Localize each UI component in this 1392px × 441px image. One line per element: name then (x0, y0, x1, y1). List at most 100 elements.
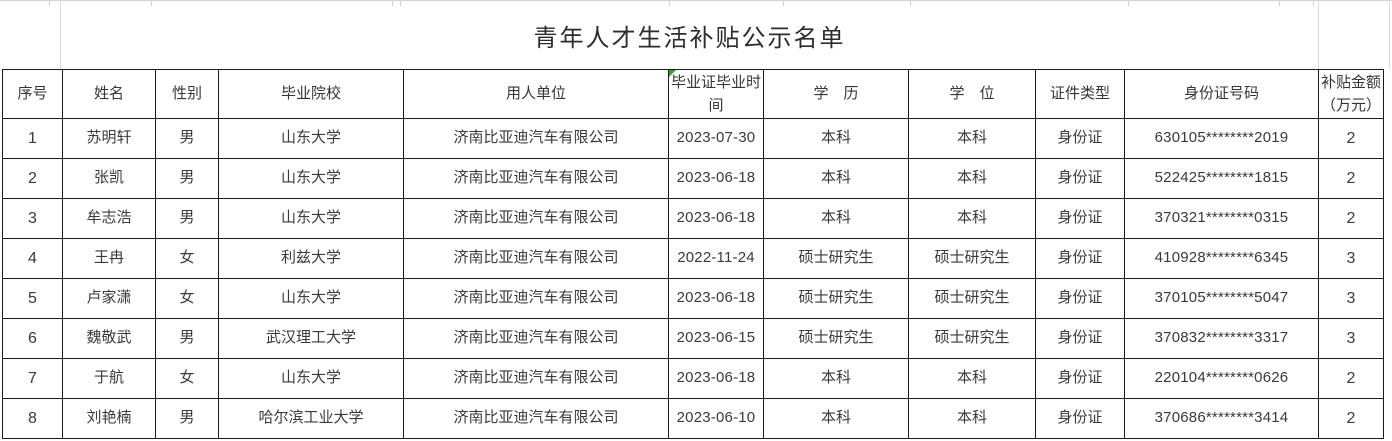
table-cell: 男 (155, 318, 219, 359)
table-cell: 济南比亚迪汽车有限公司 (403, 318, 669, 359)
table-cell: 苏明轩 (62, 118, 156, 159)
table-cell: 女 (155, 278, 219, 319)
page-title: 青年人才生活补贴公示名单 (533, 23, 846, 52)
table-cell: 牟志浩 (62, 198, 156, 239)
table-cell: 男 (155, 158, 219, 199)
table-cell: 武汉理工大学 (218, 318, 404, 359)
grid-guide-line (1389, 0, 1390, 69)
header-row: 序号 姓名 性别 毕业院校 用人单位 毕业证毕业时间学 历学 位证件类型 身份证号码 补贴金额… (2, 69, 1384, 119)
table-cell: 山东大学 (218, 278, 404, 319)
table-cell: 2 (1318, 198, 1384, 239)
table-cell: 2 (2, 158, 63, 199)
grid-tick (151, 1, 152, 6)
table-cell: 410928********6345 (1124, 238, 1319, 279)
table-cell: 2 (1318, 358, 1384, 399)
grid-tick (1313, 1, 1314, 6)
table-cell: 男 (155, 198, 219, 239)
table-cell: 济南比亚迪汽车有限公司 (403, 158, 669, 199)
table-cell: 山东大学 (218, 158, 404, 199)
table-cell: 济南比亚迪汽车有限公司 (403, 358, 669, 399)
table-row: 7 于航女山东大学 济南比亚迪汽车有限公司 2023-06-18 本科 本科 身份证 2201… (2, 358, 1384, 399)
table-cell: 3 (1318, 318, 1384, 359)
table-cell: 硕士研究生 (908, 318, 1036, 359)
table-cell: 3 (2, 198, 63, 239)
table-cell: 本科 (908, 118, 1036, 159)
table-cell: 本科 (763, 198, 909, 239)
table-cell: 7 (2, 358, 63, 399)
table-cell: 2023-06-18 (668, 278, 764, 319)
table-cell: 本科 (908, 358, 1036, 399)
subsidy-table: 序号 姓名 性别 毕业院校 用人单位 毕业证毕业时间学 历学 位证件类型 身份证号码 补贴金额… (2, 69, 1384, 439)
column-header-3: 毕业院校 (218, 69, 404, 119)
column-header-4: 用人单位 (403, 69, 669, 119)
table-cell: 2 (1318, 118, 1384, 159)
column-header-9: 身份证号码 (1124, 69, 1319, 119)
title-merged-cell: 青年人才生活补贴公示名单 (60, 1, 1319, 69)
table-cell: 3 (1318, 238, 1384, 279)
table-cell: 370832********3317 (1124, 318, 1319, 359)
table-row: 5 卢家潇女山东大学 济南比亚迪汽车有限公司 2023-06-18 硕士研究生 硕士研究生… (2, 278, 1384, 319)
table-cell: 本科 (763, 358, 909, 399)
table-cell: 女 (155, 238, 219, 279)
table-cell: 济南比亚迪汽车有限公司 (403, 398, 669, 439)
table-row: 1 苏明轩男山东大学 济南比亚迪汽车有限公司 2023-07-30 本科 本科 身份证 630… (2, 118, 1384, 159)
table-cell: 硕士研究生 (908, 238, 1036, 279)
table-cell: 4 (2, 238, 63, 279)
table-cell: 于航 (62, 358, 156, 399)
grid-tick (783, 1, 784, 6)
table-cell: 3 (1318, 278, 1384, 319)
table-cell: 身份证 (1035, 198, 1125, 239)
table-cell: 济南比亚迪汽车有限公司 (403, 278, 669, 319)
table-cell: 山东大学 (218, 198, 404, 239)
table-row: 3 牟志浩男山东大学 济南比亚迪汽车有限公司 2023-06-18 本科 本科 身份证 370… (2, 198, 1384, 239)
table-cell: 522425********1815 (1124, 158, 1319, 199)
table-row: 4 王冉女利兹大学 济南比亚迪汽车有限公司 2022-11-24 硕士研究生 硕士研究生身… (2, 238, 1384, 279)
table-cell: 利兹大学 (218, 238, 404, 279)
table-cell: 630105********2019 (1124, 118, 1319, 159)
table-cell: 刘艳楠 (62, 398, 156, 439)
table-cell: 本科 (908, 198, 1036, 239)
table-cell: 山东大学 (218, 118, 404, 159)
table-cell: 本科 (763, 158, 909, 199)
column-header-5: 毕业证毕业时间 (668, 69, 764, 119)
table-cell: 2022-11-24 (668, 238, 764, 279)
column-header-0: 序号 (2, 69, 63, 119)
table-cell: 硕士研究生 (763, 278, 909, 319)
table-cell: 魏敬武 (62, 318, 156, 359)
table-cell: 硕士研究生 (763, 238, 909, 279)
grid-tick (392, 1, 393, 6)
table-cell: 身份证 (1035, 278, 1125, 319)
table-row: 8 刘艳楠男哈尔滨工业大学 济南比亚迪汽车有限公司 2023-06-10 本科 本科 身份证… (2, 398, 1384, 439)
table-cell: 身份证 (1035, 358, 1125, 399)
column-header-8: 证件类型 (1035, 69, 1125, 119)
table-cell: 张凯 (62, 158, 156, 199)
grid-tick (400, 1, 401, 6)
table-cell: 220104********0626 (1124, 358, 1319, 399)
table-cell: 卢家潇 (62, 278, 156, 319)
table-row: 2 张凯男山东大学 济南比亚迪汽车有限公司 2023-06-18 本科 本科 身份证 5224… (2, 158, 1384, 199)
grid-tick (910, 1, 911, 6)
table-cell: 370686********3414 (1124, 398, 1319, 439)
table-cell: 济南比亚迪汽车有限公司 (403, 238, 669, 279)
table-cell: 本科 (763, 398, 909, 439)
error-triangle-icon (669, 70, 676, 77)
table-cell: 济南比亚迪汽车有限公司 (403, 198, 669, 239)
table-cell: 本科 (908, 398, 1036, 439)
table-cell: 8 (2, 398, 63, 439)
table-row: 6 魏敬武男武汉理工大学 济南比亚迪汽车有限公司 2023-06-15 硕士研究生 硕士研… (2, 318, 1384, 359)
table-cell: 本科 (908, 158, 1036, 199)
grid-tick (1279, 1, 1280, 6)
table-cell: 山东大学 (218, 358, 404, 399)
table-cell: 身份证 (1035, 318, 1125, 359)
table-cell: 硕士研究生 (908, 278, 1036, 319)
table-cell: 2 (1318, 158, 1384, 199)
column-header-7: 学 位 (908, 69, 1036, 119)
table-cell: 女 (155, 358, 219, 399)
table-cell: 哈尔滨工业大学 (218, 398, 404, 439)
table-cell: 2023-06-15 (668, 318, 764, 359)
table-cell: 身份证 (1035, 238, 1125, 279)
table-cell: 2023-06-18 (668, 158, 764, 199)
table-cell: 身份证 (1035, 118, 1125, 159)
column-header-10: 补贴金额（万元） (1318, 69, 1384, 119)
